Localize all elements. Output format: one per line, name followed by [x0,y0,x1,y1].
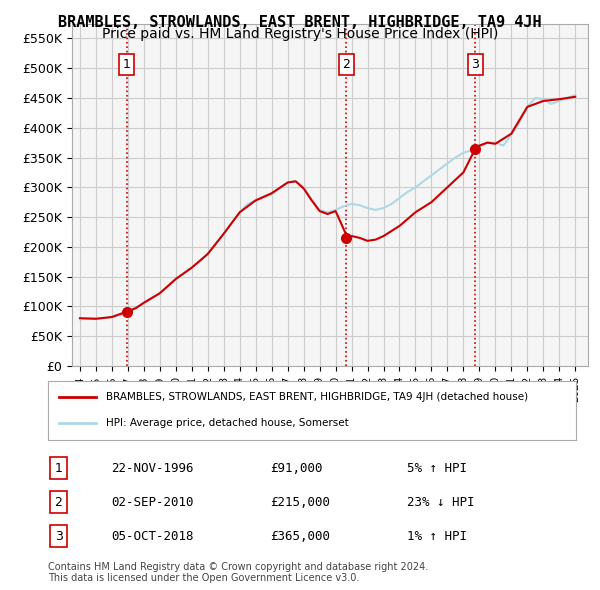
Text: BRAMBLES, STROWLANDS, EAST BRENT, HIGHBRIDGE, TA9 4JH (detached house): BRAMBLES, STROWLANDS, EAST BRENT, HIGHBR… [106,392,528,402]
Text: 22-NOV-1996: 22-NOV-1996 [112,461,194,475]
Text: 1% ↑ HPI: 1% ↑ HPI [407,530,467,543]
Text: HPI: Average price, detached house, Somerset: HPI: Average price, detached house, Some… [106,418,349,428]
Text: 2: 2 [55,496,62,509]
Text: Price paid vs. HM Land Registry's House Price Index (HPI): Price paid vs. HM Land Registry's House … [102,27,498,41]
Text: 5% ↑ HPI: 5% ↑ HPI [407,461,467,475]
Text: 1: 1 [55,461,62,475]
Text: 3: 3 [472,58,479,71]
Text: £91,000: £91,000 [270,461,322,475]
Text: £215,000: £215,000 [270,496,330,509]
Text: This data is licensed under the Open Government Licence v3.0.: This data is licensed under the Open Gov… [48,573,359,584]
Text: 02-SEP-2010: 02-SEP-2010 [112,496,194,509]
Text: 23% ↓ HPI: 23% ↓ HPI [407,496,475,509]
Text: 3: 3 [55,530,62,543]
Text: 05-OCT-2018: 05-OCT-2018 [112,530,194,543]
Text: 2: 2 [343,58,350,71]
Text: £365,000: £365,000 [270,530,330,543]
Text: Contains HM Land Registry data © Crown copyright and database right 2024.: Contains HM Land Registry data © Crown c… [48,562,428,572]
Text: 1: 1 [122,58,131,71]
Text: BRAMBLES, STROWLANDS, EAST BRENT, HIGHBRIDGE, TA9 4JH: BRAMBLES, STROWLANDS, EAST BRENT, HIGHBR… [58,15,542,30]
